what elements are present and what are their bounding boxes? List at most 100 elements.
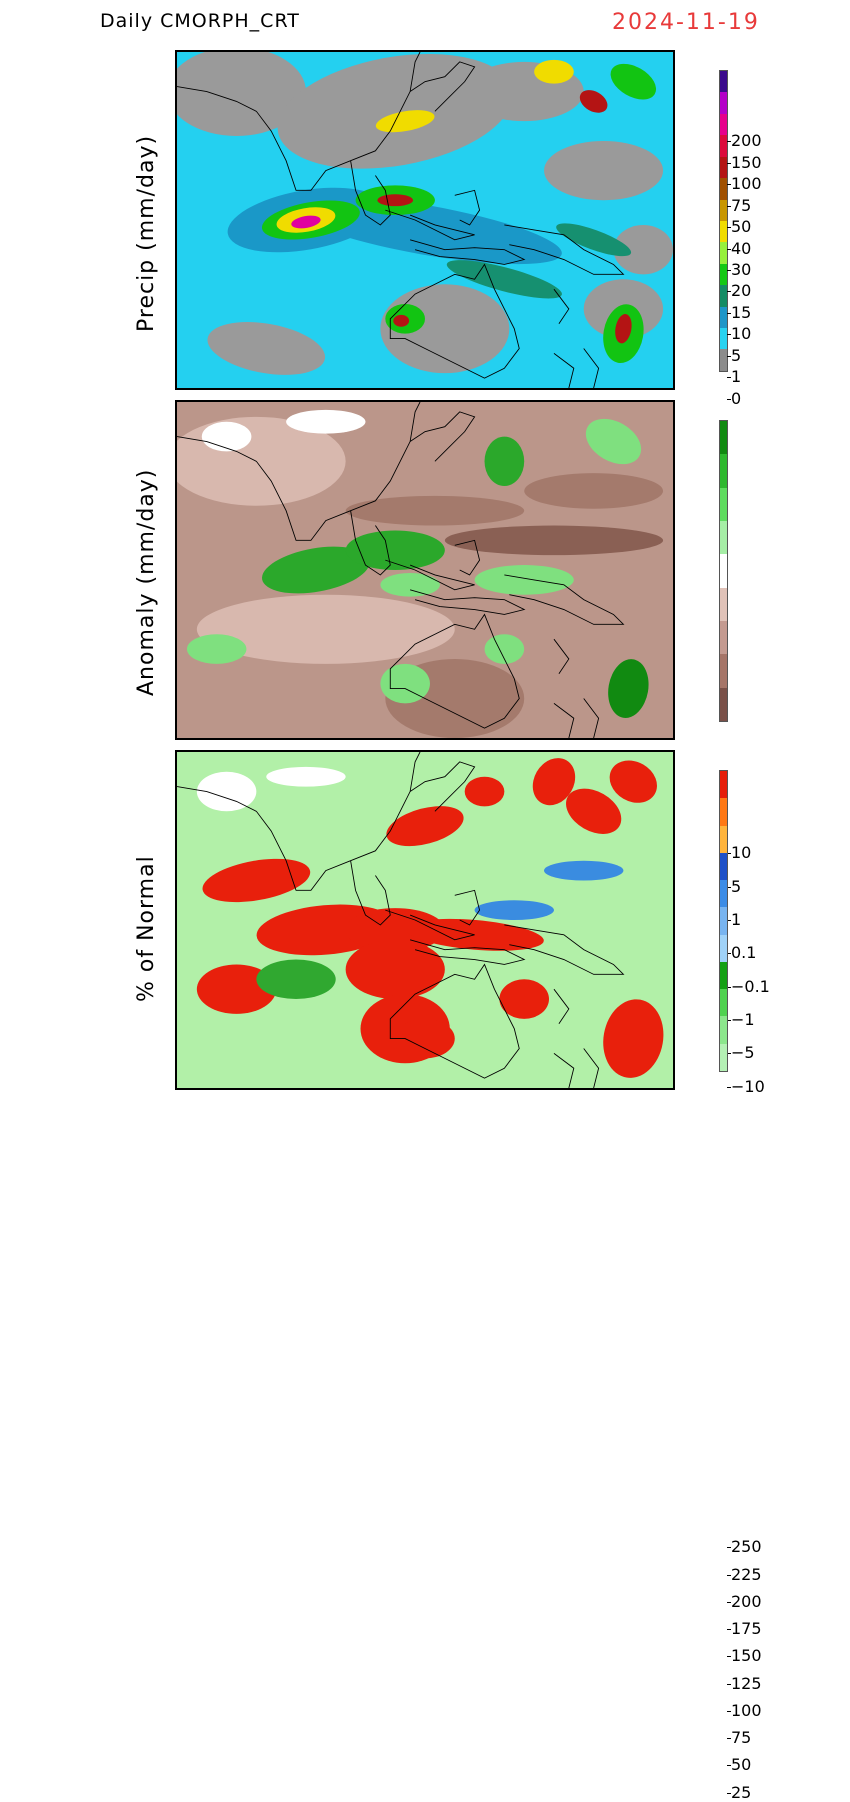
precip-region xyxy=(256,959,336,1000)
colorbar-tick-label: 75 xyxy=(731,1728,752,1748)
colorbar-tick-label: 30 xyxy=(731,260,752,279)
colorbar-tick xyxy=(727,920,731,921)
colorbar-tick xyxy=(727,248,731,250)
colorbar-swatch xyxy=(720,199,727,221)
percent-panel: % of Normal 250 225 200 175 150 125 100 75 50 25 xyxy=(0,750,850,1800)
precip-region xyxy=(395,1018,455,1059)
colorbar-swatch xyxy=(720,907,727,935)
coastline xyxy=(385,209,475,241)
product-title: Daily CMORPH_CRT xyxy=(100,10,300,32)
precip-region xyxy=(534,59,574,84)
colorbar-tick-label: 0.1 xyxy=(731,943,757,963)
colorbar-tick-label: 200 xyxy=(731,1591,762,1611)
anomaly-axis-label: Anomaly (mm/day) xyxy=(134,468,159,696)
colorbar-swatch xyxy=(720,328,727,350)
precip-region xyxy=(484,436,525,486)
colorbar-tick-label: 150 xyxy=(731,1646,762,1666)
colorbar-tick-label: 125 xyxy=(731,1673,762,1693)
precip-region xyxy=(393,314,410,327)
precip-region xyxy=(566,788,622,834)
colorbar-tick-label: 50 xyxy=(731,1755,752,1775)
precip-region xyxy=(177,52,306,136)
precip-map[interactable] xyxy=(175,50,675,390)
colorbar-tick-label: 225 xyxy=(731,1564,762,1584)
precip-region xyxy=(380,572,440,597)
colorbar-tick xyxy=(727,1020,731,1021)
precip-region xyxy=(499,979,549,1019)
precip-map-canvas xyxy=(177,52,673,388)
coastline xyxy=(553,638,570,675)
coastline xyxy=(553,988,570,1025)
colorbar-tick xyxy=(727,270,731,271)
colorbar-tick xyxy=(727,1053,731,1055)
colorbar-swatch xyxy=(720,242,727,264)
precip-region xyxy=(380,663,430,704)
coastline xyxy=(504,224,625,275)
colorbar-tick-label: 40 xyxy=(731,238,752,258)
precip-region xyxy=(544,860,624,881)
colorbar-tick xyxy=(727,953,731,955)
colorbar-tick xyxy=(727,334,731,336)
colorbar-tick-label: 75 xyxy=(731,195,752,215)
precip-region xyxy=(201,421,252,452)
colorbar-tick-label: 25 xyxy=(731,1782,752,1802)
coastline xyxy=(389,963,520,1079)
colorbar-swatch xyxy=(720,71,727,93)
colorbar-swatch xyxy=(720,1016,727,1044)
colorbar-tick-label: 175 xyxy=(731,1619,762,1639)
colorbar-tick xyxy=(727,291,731,293)
colorbar-swatch xyxy=(720,178,727,200)
colorbar-tick xyxy=(727,141,731,143)
coastline xyxy=(177,752,421,891)
colorbar-tick-label: 250 xyxy=(731,1537,762,1557)
colorbar-swatch xyxy=(720,520,727,555)
precip-panel: Precip (mm/day) 200 150 100 75 50 40 30 20 15 10 5… xyxy=(0,50,850,406)
colorbar-swatch xyxy=(720,989,727,1017)
precip-region xyxy=(375,110,435,133)
colorbar-swatch xyxy=(720,487,727,521)
coastline xyxy=(409,61,476,112)
anomaly-colorbar xyxy=(719,420,728,722)
coastline xyxy=(504,574,625,625)
colorbar-tick-label: 100 xyxy=(731,174,762,194)
colorbar-tick xyxy=(727,986,731,988)
precip-region xyxy=(585,418,642,465)
colorbar-tick-label: 200 xyxy=(731,131,762,151)
colorbar-swatch xyxy=(720,554,727,588)
precip-region xyxy=(609,760,657,803)
precip-region xyxy=(286,409,366,434)
coastline xyxy=(454,539,481,576)
coastline xyxy=(409,411,476,462)
colorbar-swatch xyxy=(720,798,727,826)
colorbar-swatch xyxy=(720,220,727,243)
precip-region xyxy=(608,659,649,718)
colorbar-tick xyxy=(727,355,731,357)
colorbar-swatch xyxy=(720,1043,727,1071)
colorbar-tick-label: 1 xyxy=(731,367,742,387)
percent-map-canvas xyxy=(177,752,673,1088)
coastline xyxy=(583,1048,600,1088)
coastline xyxy=(177,402,421,541)
colorbar-swatch xyxy=(720,825,727,853)
percent-axis-label: % of Normal xyxy=(134,855,159,1002)
precip-region xyxy=(556,223,632,257)
coastline xyxy=(389,613,520,729)
coastline xyxy=(553,353,575,388)
coastline xyxy=(385,909,475,941)
colorbar-swatch xyxy=(720,306,727,329)
coastline xyxy=(350,860,391,926)
colorbar-swatch xyxy=(720,454,727,488)
precip-region xyxy=(196,771,257,812)
precip-region xyxy=(266,766,346,787)
precip-region xyxy=(615,314,632,344)
percent-map[interactable] xyxy=(175,750,675,1090)
precip-region xyxy=(613,224,673,275)
precip-region xyxy=(610,63,657,100)
colorbar-swatch xyxy=(720,934,727,962)
precip-colorbar xyxy=(719,70,728,372)
anomaly-map[interactable] xyxy=(175,400,675,740)
precip-region xyxy=(202,858,311,903)
colorbar-tick xyxy=(727,312,731,314)
coastline xyxy=(583,348,600,388)
coastline xyxy=(583,698,600,738)
